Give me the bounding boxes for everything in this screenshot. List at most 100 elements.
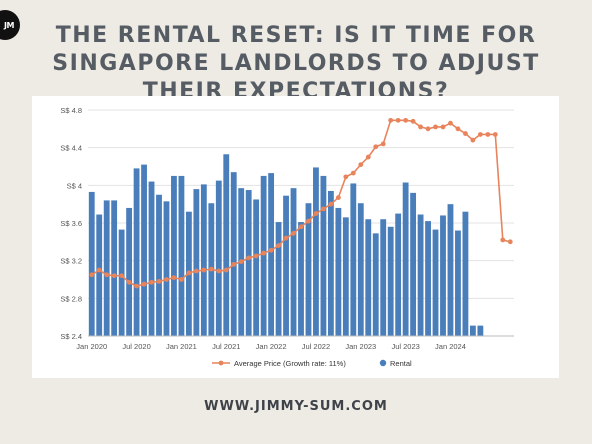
average-price-point [492,132,498,137]
average-price-point [171,275,177,281]
rental-bar [313,167,319,336]
y-tick-label: S$ 2.4 [60,332,82,341]
y-tick-label: S$ 2.8 [60,294,82,303]
legend-line-marker [218,360,224,366]
rental-bar [380,219,387,336]
rental-bar [253,199,260,336]
x-tick-label: Jul 2020 [122,342,150,351]
rental-bar [425,221,431,336]
average-price-point [246,255,252,261]
average-price-point [253,253,259,259]
average-price-point [261,250,267,256]
rental-bar [275,222,282,336]
average-price-point [500,237,506,243]
average-price-point [216,268,222,274]
rental-bar [477,325,484,336]
average-price-point [485,132,491,137]
legend-label-rental: Rental [390,359,412,368]
average-price-point [223,267,229,273]
x-tick-label: Jan 2021 [166,342,197,351]
average-price-point [507,239,513,245]
average-price-point [276,243,281,249]
rental-bar [469,325,476,336]
rental-bar [440,215,446,336]
y-tick-label: S$ 4.8 [60,106,82,115]
average-price-point [388,117,394,123]
average-price-point [373,144,379,150]
rental-bar [171,175,177,336]
average-price-point [164,277,169,282]
average-price-point [433,124,438,130]
legend-bar-marker [379,359,387,367]
brand-logo-text: JM [4,20,14,30]
rental-bar [395,213,402,336]
chart-legend: Average Price (Growth rate: 11%) Rental [212,359,412,368]
rental-bar [200,184,207,336]
rental-bar [163,201,170,336]
average-price-point [477,132,483,137]
average-price-point [306,218,311,224]
rental-bar [193,189,200,336]
rental-bar [260,175,267,336]
average-price-point [96,267,102,273]
average-price-point [201,267,207,273]
y-tick-label: S$ 3.2 [60,257,82,266]
rental-bar [447,204,454,336]
rental-bar [402,182,409,336]
y-tick-label: S$ 3.6 [60,219,82,228]
rental-bar [410,192,417,336]
rental-bar [230,172,237,336]
average-price-point [350,170,356,176]
rental-bar [305,203,312,336]
rental-bar [96,214,103,336]
average-price-point [141,281,147,287]
average-price-point [126,279,132,285]
rental-bar [268,173,275,336]
rental-bar [148,181,155,336]
x-tick-label: Jul 2022 [302,342,330,351]
rental-bar [372,233,379,336]
rental-bar [455,230,461,336]
average-price-point [403,117,409,123]
average-price-point [179,277,184,282]
legend-label-average-price: Average Price (Growth rate: 11%) [234,359,346,368]
y-tick-label: S$ 4 [67,181,82,190]
x-tick-label: Jan 2024 [435,342,466,351]
rental-bar [178,175,185,336]
average-price-point [268,247,274,253]
rental-bar [126,207,133,336]
rental-bar [357,203,364,336]
rental-bar [111,200,118,336]
rental-bar [432,229,439,336]
average-price-point [380,141,386,147]
chart-panel: S$ 2.4 S$ 2.8 S$ 3.2 S$ 3.6 S$ 4 S$ 4.4 S$ 4.8… [32,96,559,378]
brand-logo: JM [0,10,20,40]
rental-bar [342,217,349,336]
rental-bar [141,164,147,336]
rental-bar [462,211,469,336]
rental-bar [335,207,342,336]
footer-url[interactable]: WWW.JIMMY-SUM.COM [204,399,388,414]
average-price-point [149,279,154,285]
average-price-point [448,120,453,126]
rental-bar [118,229,125,336]
average-price-point [328,201,334,207]
rental-bar [133,168,140,336]
rental-bar [350,183,357,336]
average-price-point [298,224,304,230]
x-tick-label: Jul 2023 [391,342,419,351]
average-price-point [111,273,117,279]
average-price-point [89,272,95,278]
average-price-point [193,268,199,274]
average-price-point [418,124,423,130]
rental-bar [156,194,162,336]
rental-bar [365,219,372,336]
average-price-point [134,283,139,289]
average-price-point [104,272,110,278]
rental-bar [290,188,297,336]
average-price-point [463,131,468,136]
average-price-point [156,278,162,284]
x-tick-label: Jul 2021 [212,342,240,351]
average-price-point [231,262,237,267]
rental-bar [417,214,424,336]
